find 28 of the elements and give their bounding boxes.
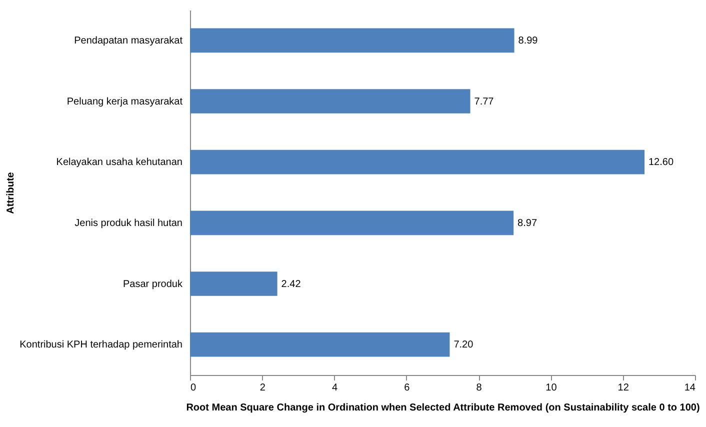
x-tick-label: 14 xyxy=(684,382,696,394)
bar xyxy=(190,272,278,296)
data-label: 8.97 xyxy=(518,218,538,229)
x-tick-label: 0 xyxy=(190,382,196,394)
x-axis-title: Root Mean Square Change in Ordination when Selected Attribute Removed (on Sustainability scale 0 to 100) xyxy=(186,402,700,414)
bar xyxy=(190,332,450,357)
x-tick-label: 10 xyxy=(546,382,558,394)
x-tick-label: 4 xyxy=(332,382,338,394)
y-tick-label: Pendapatan masyarakat xyxy=(74,35,183,46)
y-tick-label: Kelayakan usaha kehutanan xyxy=(56,157,182,168)
bar xyxy=(190,210,514,236)
data-label: 7.20 xyxy=(454,340,474,351)
y-tick-label: Jenis produk hasil hutan xyxy=(74,218,182,229)
bar xyxy=(190,150,644,174)
x-tick-label: 8 xyxy=(476,382,482,394)
data-label: 7.77 xyxy=(474,96,494,108)
data-label: 8.99 xyxy=(518,35,538,46)
x-tick-label: 2 xyxy=(260,382,266,394)
y-tick-label: Kontribusi KPH terhadap pemerintah xyxy=(20,340,182,351)
data-label: 2.42 xyxy=(281,278,302,290)
y-tick-label: Peluang kerja masyarakat xyxy=(66,96,183,108)
y-axis-title: Attribute xyxy=(6,172,17,214)
x-tick-label: 12 xyxy=(618,382,630,394)
x-tick-label: 6 xyxy=(404,382,410,394)
bar xyxy=(190,89,470,114)
bar xyxy=(190,28,514,53)
data-label: 12.60 xyxy=(648,157,674,168)
y-tick-label: Pasar produk xyxy=(123,278,184,290)
